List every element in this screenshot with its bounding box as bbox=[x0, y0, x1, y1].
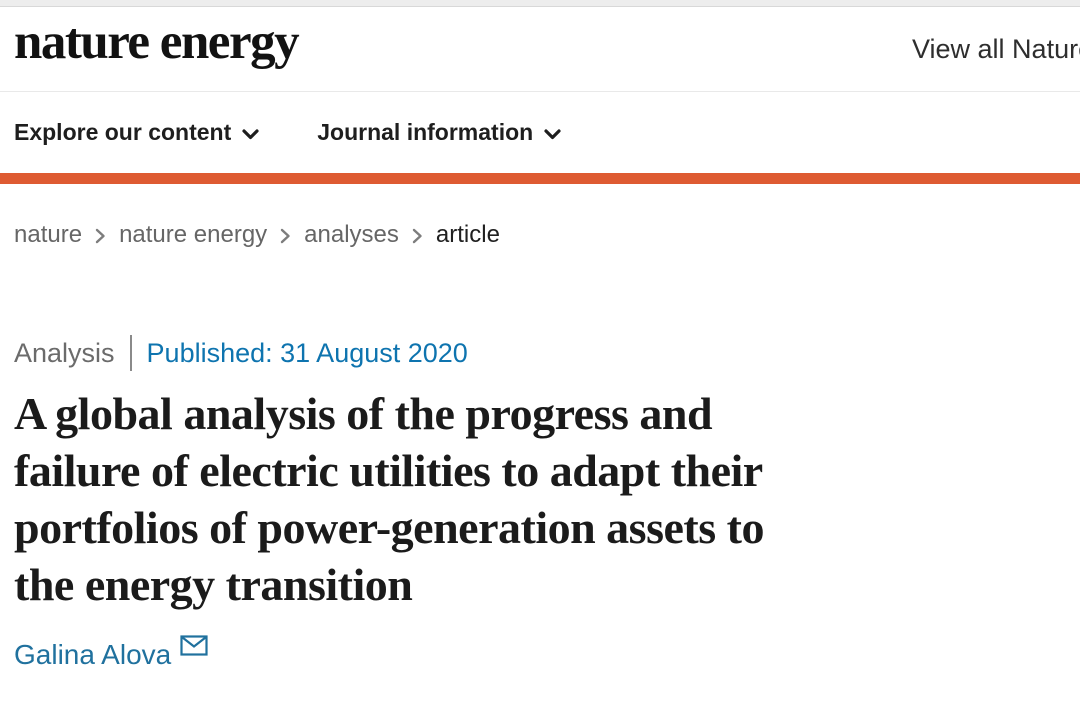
breadcrumb-item-nature[interactable]: nature bbox=[14, 221, 83, 248]
breadcrumb-item-analyses[interactable]: analyses bbox=[304, 221, 399, 248]
title-line: failure of electric utilities to adapt t… bbox=[14, 445, 763, 496]
nav-item-journal-information[interactable]: Journal information bbox=[317, 119, 561, 146]
author-row: Galina Alova bbox=[14, 635, 1066, 671]
main-nav: Explore our content Journal information bbox=[0, 92, 1080, 173]
nav-item-label: Explore our content bbox=[14, 119, 232, 145]
chevron-right-icon bbox=[95, 226, 106, 244]
article-header: nature nature energy analyses article An… bbox=[0, 221, 1080, 671]
chevron-right-icon bbox=[412, 226, 423, 244]
title-line: the energy transition bbox=[14, 559, 413, 610]
published-date: Published: 31 August 2020 bbox=[146, 337, 468, 368]
article-meta: Analysis Published: 31 August 2020 bbox=[14, 335, 1066, 371]
article-title: A global analysis of the progress and fa… bbox=[14, 385, 1004, 613]
chevron-down-icon bbox=[544, 126, 561, 140]
chevron-right-icon bbox=[280, 226, 291, 244]
journal-logo[interactable]: nature energy bbox=[14, 14, 300, 70]
view-all-journals-link[interactable]: View all Nature bbox=[912, 34, 1080, 64]
author-link[interactable]: Galina Alova bbox=[14, 639, 172, 670]
top-strip bbox=[0, 0, 1080, 7]
chevron-down-icon bbox=[242, 126, 259, 140]
nav-item-label: Journal information bbox=[317, 119, 534, 145]
email-icon[interactable] bbox=[180, 635, 208, 661]
article-type-label: Analysis bbox=[14, 337, 115, 368]
breadcrumb-item-article: article bbox=[435, 221, 500, 248]
title-line: portfolios of power-generation assets to bbox=[14, 502, 764, 553]
title-line: A global analysis of the progress and bbox=[14, 388, 713, 439]
breadcrumb: nature nature energy analyses article bbox=[14, 221, 1066, 249]
nav-item-explore-content[interactable]: Explore our content bbox=[14, 119, 259, 146]
masthead: nature energy View all Nature bbox=[0, 7, 1080, 92]
meta-divider bbox=[129, 335, 132, 371]
accent-bar bbox=[0, 173, 1080, 184]
breadcrumb-item-nature-energy[interactable]: nature energy bbox=[119, 221, 268, 248]
